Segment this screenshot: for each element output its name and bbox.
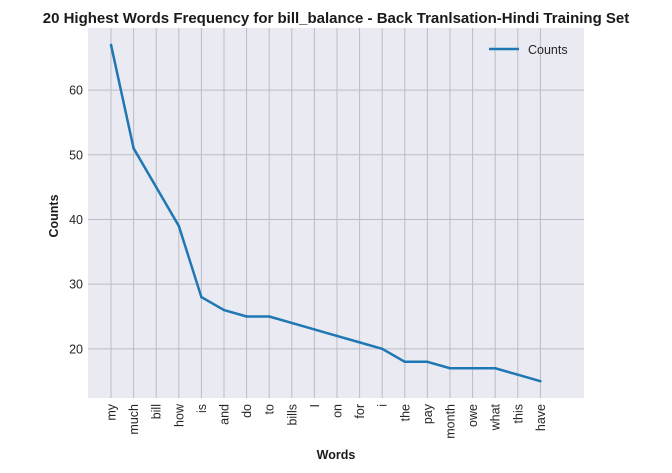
data-point: [335, 334, 339, 338]
data-point: [471, 366, 474, 370]
y-tick-labels: 20 30 40 50 60: [69, 84, 83, 357]
x-tick-label: is: [195, 404, 209, 413]
x-tick-label: my: [105, 403, 119, 420]
y-tick-label: 20: [69, 342, 83, 356]
x-tick-label: to: [263, 404, 277, 414]
x-tick-label: bills: [285, 404, 299, 426]
x-tick-label: and: [218, 404, 232, 425]
y-tick-label: 60: [69, 84, 83, 98]
x-tick-label: do: [240, 404, 254, 418]
x-tick-label: owe: [466, 404, 480, 427]
grid: [88, 28, 584, 398]
data-point: [222, 308, 226, 312]
y-tick-label: 50: [69, 148, 83, 162]
data-point: [313, 328, 316, 331]
x-tick-label: the: [398, 404, 412, 421]
legend-label: Counts: [528, 43, 568, 57]
x-tick-label: I: [308, 404, 322, 407]
x-tick-label: this: [511, 404, 525, 423]
x-tick-label: how: [172, 403, 186, 427]
series-layer: [109, 43, 542, 383]
data-point: [539, 379, 542, 383]
data-point: [109, 43, 113, 47]
data-point: [403, 360, 407, 364]
data-point: [358, 341, 361, 344]
data-point: [493, 366, 497, 370]
y-tick-label: 30: [69, 278, 83, 292]
data-point: [200, 295, 203, 299]
data-point: [380, 347, 384, 351]
data-point: [154, 185, 158, 189]
data-point: [177, 224, 181, 228]
data-point: [132, 147, 135, 150]
data-point: [267, 315, 271, 318]
x-tick-label: for: [353, 404, 367, 419]
x-tick-label: much: [127, 404, 141, 435]
x-tick-label: i: [376, 404, 390, 407]
x-tick-label: on: [331, 404, 345, 418]
y-axis-label: Counts: [47, 194, 61, 237]
data-point: [516, 373, 520, 376]
x-tick-label: bill: [150, 404, 164, 419]
data-point: [448, 366, 452, 370]
chart-title: 20 Highest Words Frequency for bill_bala…: [43, 10, 630, 27]
data-point: [245, 315, 248, 318]
x-tick-label: what: [489, 403, 503, 431]
x-axis-label: Words: [317, 448, 356, 462]
data-point: [290, 321, 294, 325]
x-tick-label: month: [444, 404, 458, 439]
x-tick-label: have: [534, 404, 548, 431]
x-tick-label: pay: [421, 403, 435, 424]
y-tick-label: 40: [69, 213, 83, 227]
plot-area: [88, 28, 584, 398]
series-line: [109, 44, 541, 383]
data-point: [426, 360, 429, 364]
legend: Counts: [489, 43, 568, 57]
